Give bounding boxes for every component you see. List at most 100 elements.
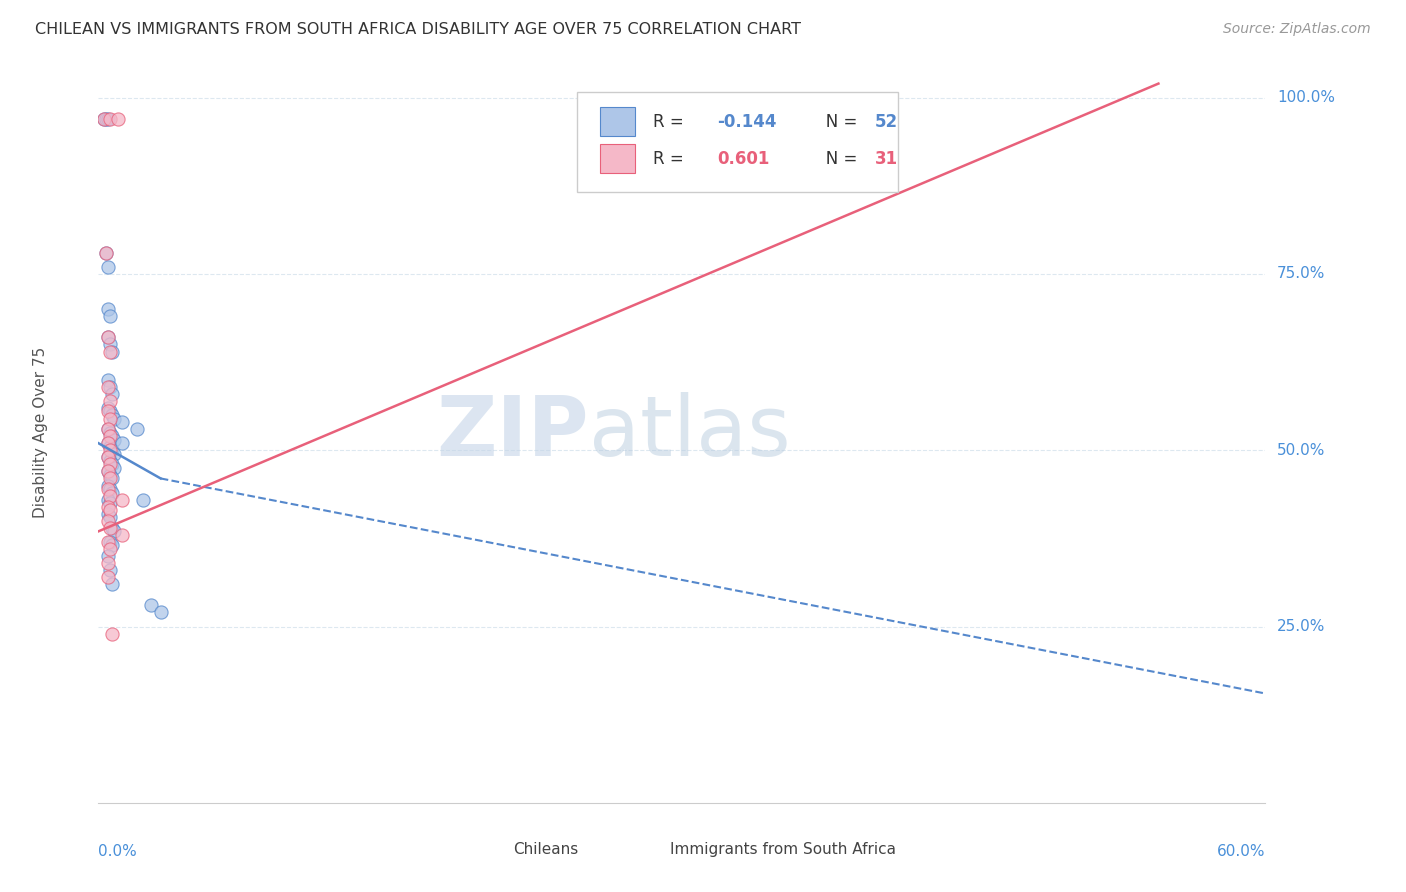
Point: [98, 454, 121, 468]
Text: atlas: atlas: [589, 392, 790, 473]
Point: [97, 112, 120, 126]
Text: 100.0%: 100.0%: [1277, 90, 1336, 105]
Point: [97, 570, 120, 584]
Point: [98, 471, 121, 485]
Point: [96, 245, 118, 260]
Point: [149, 606, 172, 620]
Point: [132, 492, 155, 507]
Point: [93, 112, 115, 126]
Point: [96, 112, 118, 126]
Point: [97, 422, 120, 436]
Point: [97, 514, 120, 528]
Point: [97, 464, 120, 478]
Point: [97, 482, 120, 496]
Point: [98, 337, 121, 351]
Point: [98, 411, 121, 425]
Point: [97, 464, 120, 478]
Text: 50.0%: 50.0%: [1277, 442, 1326, 458]
Point: [101, 577, 124, 591]
Text: CHILEAN VS IMMIGRANTS FROM SOUTH AFRICA DISABILITY AGE OVER 75 CORRELATION CHART: CHILEAN VS IMMIGRANTS FROM SOUTH AFRICA …: [35, 22, 801, 37]
FancyBboxPatch shape: [624, 838, 658, 861]
Point: [101, 538, 124, 552]
Point: [103, 524, 125, 539]
FancyBboxPatch shape: [576, 92, 898, 192]
Point: [98, 393, 121, 408]
Point: [98, 429, 121, 443]
Point: [139, 599, 162, 613]
Point: [93, 112, 115, 126]
Point: [111, 436, 134, 450]
Point: [98, 541, 121, 556]
Point: [98, 443, 121, 458]
Text: N =: N =: [810, 150, 863, 168]
Point: [97, 436, 120, 450]
Text: 0.0%: 0.0%: [98, 844, 138, 858]
Point: [101, 387, 124, 401]
Point: [127, 422, 149, 436]
Point: [103, 433, 125, 447]
Point: [111, 492, 134, 507]
Point: [97, 478, 120, 492]
Text: 52: 52: [875, 112, 897, 130]
Point: [98, 112, 121, 126]
Point: [98, 489, 121, 503]
Point: [98, 380, 121, 394]
Point: [101, 344, 124, 359]
Point: [98, 482, 121, 496]
Point: [107, 112, 129, 126]
Point: [98, 510, 121, 524]
Point: [103, 461, 125, 475]
Text: Disability Age Over 75: Disability Age Over 75: [32, 347, 48, 518]
Point: [97, 436, 120, 450]
Point: [97, 549, 120, 563]
Point: [97, 330, 120, 344]
Point: [97, 556, 120, 570]
Text: 25.0%: 25.0%: [1277, 619, 1326, 634]
Text: R =: R =: [652, 150, 695, 168]
Point: [101, 408, 124, 422]
Point: [101, 626, 124, 640]
Point: [97, 507, 120, 521]
Text: R =: R =: [652, 112, 689, 130]
Text: 60.0%: 60.0%: [1218, 844, 1265, 858]
Point: [97, 302, 120, 317]
Point: [97, 450, 120, 465]
Text: Chileans: Chileans: [513, 842, 578, 857]
Point: [111, 528, 134, 542]
Point: [101, 485, 124, 500]
Point: [97, 380, 120, 394]
FancyBboxPatch shape: [600, 107, 636, 136]
Point: [98, 458, 121, 472]
Point: [98, 440, 121, 454]
Text: 0.601: 0.601: [717, 150, 769, 168]
Point: [97, 373, 120, 387]
Text: Immigrants from South Africa: Immigrants from South Africa: [671, 842, 896, 857]
Point: [98, 496, 121, 510]
Point: [98, 521, 121, 535]
Text: N =: N =: [810, 112, 863, 130]
Point: [97, 535, 120, 549]
Point: [97, 450, 120, 465]
Point: [101, 429, 124, 443]
Point: [103, 447, 125, 461]
Point: [98, 467, 121, 482]
Text: 31: 31: [875, 150, 897, 168]
Point: [98, 404, 121, 418]
Text: ZIP: ZIP: [436, 392, 589, 473]
Text: 75.0%: 75.0%: [1277, 267, 1326, 282]
Point: [97, 330, 120, 344]
Point: [97, 422, 120, 436]
Point: [101, 458, 124, 472]
Point: [97, 401, 120, 415]
Point: [97, 404, 120, 418]
Point: [98, 425, 121, 440]
Point: [101, 471, 124, 485]
Point: [97, 260, 120, 274]
Text: -0.144: -0.144: [717, 112, 776, 130]
Point: [96, 245, 118, 260]
Point: [98, 344, 121, 359]
Point: [97, 500, 120, 514]
Point: [98, 535, 121, 549]
Point: [98, 563, 121, 577]
FancyBboxPatch shape: [465, 838, 501, 861]
